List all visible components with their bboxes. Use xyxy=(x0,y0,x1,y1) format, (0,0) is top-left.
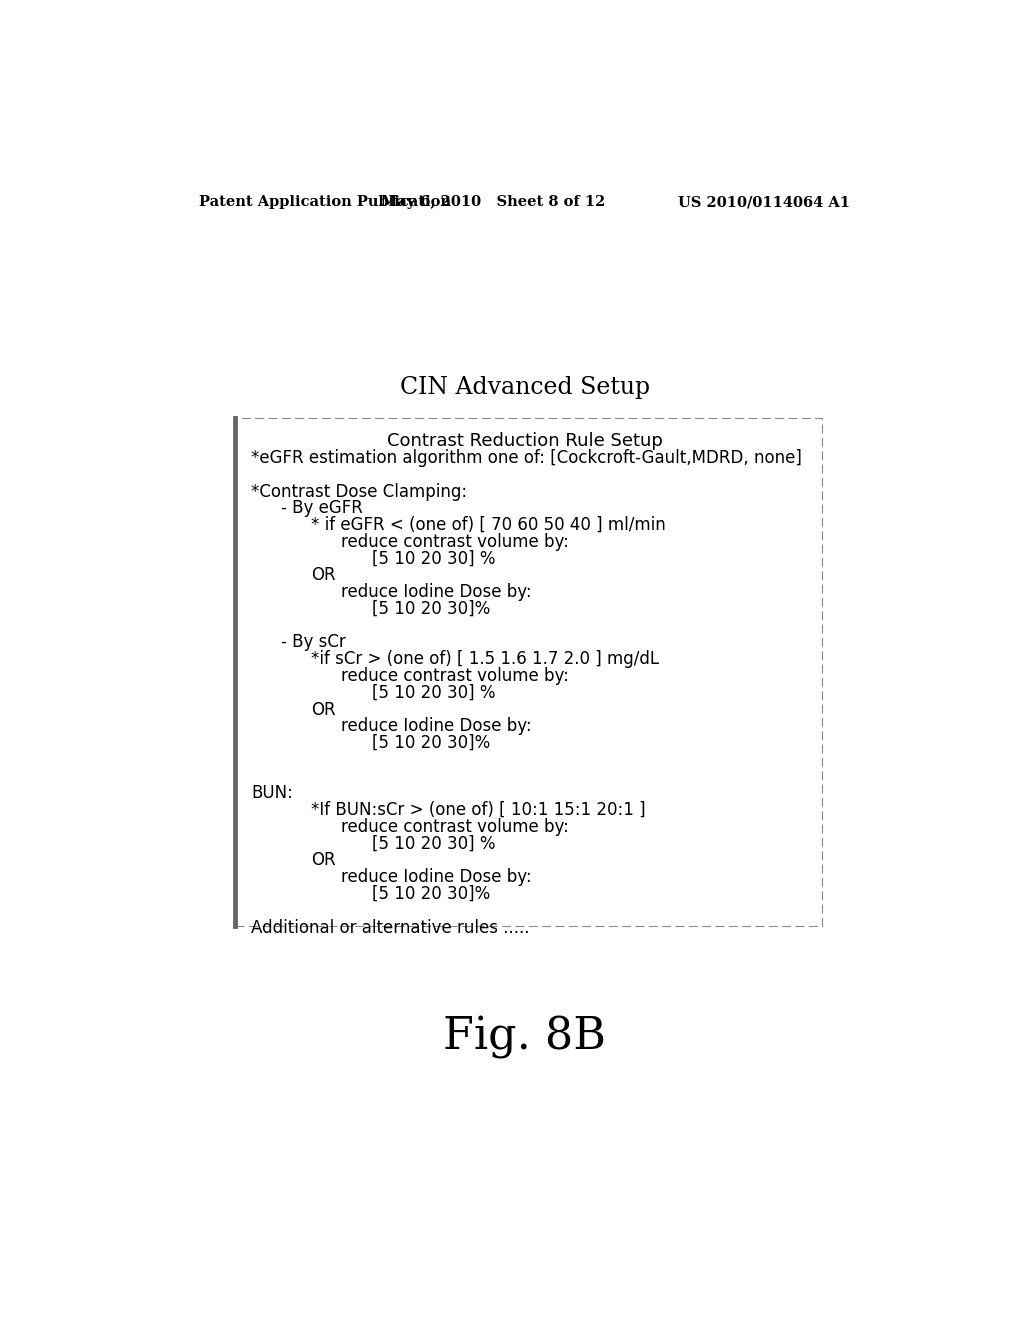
Text: May 6, 2010   Sheet 8 of 12: May 6, 2010 Sheet 8 of 12 xyxy=(381,195,605,209)
Text: OR: OR xyxy=(311,701,336,718)
Text: - By sCr: - By sCr xyxy=(282,634,346,652)
Text: Additional or alternative rules .....: Additional or alternative rules ..... xyxy=(251,919,529,937)
Bar xyxy=(236,417,822,925)
Text: [5 10 20 30] %: [5 10 20 30] % xyxy=(372,549,496,568)
Text: Patent Application Publication: Patent Application Publication xyxy=(200,195,452,209)
Text: reduce Iodine Dose by:: reduce Iodine Dose by: xyxy=(341,583,532,601)
Text: reduce Iodine Dose by:: reduce Iodine Dose by: xyxy=(341,717,532,735)
Text: [5 10 20 30] %: [5 10 20 30] % xyxy=(372,834,496,853)
Text: Fig. 8B: Fig. 8B xyxy=(443,1016,606,1059)
Text: *eGFR estimation algorithm one of: [Cockcroft-Gault,MDRD, none]: *eGFR estimation algorithm one of: [Cock… xyxy=(251,449,802,467)
Text: Contrast Reduction Rule Setup: Contrast Reduction Rule Setup xyxy=(387,432,663,450)
Text: *Contrast Dose Clamping:: *Contrast Dose Clamping: xyxy=(251,483,467,500)
Text: reduce Iodine Dose by:: reduce Iodine Dose by: xyxy=(341,869,532,886)
Text: reduce contrast volume by:: reduce contrast volume by: xyxy=(341,533,569,550)
Text: * if eGFR < (one of) [ 70 60 50 40 ] ml/min: * if eGFR < (one of) [ 70 60 50 40 ] ml/… xyxy=(311,516,666,535)
Text: CIN Advanced Setup: CIN Advanced Setup xyxy=(399,376,650,399)
Text: - By eGFR: - By eGFR xyxy=(282,499,364,517)
Text: OR: OR xyxy=(311,851,336,870)
Text: reduce contrast volume by:: reduce contrast volume by: xyxy=(341,667,569,685)
Text: reduce contrast volume by:: reduce contrast volume by: xyxy=(341,818,569,836)
Text: BUN:: BUN: xyxy=(251,784,293,803)
Text: *If BUN:sCr > (one of) [ 10:1 15:1 20:1 ]: *If BUN:sCr > (one of) [ 10:1 15:1 20:1 … xyxy=(311,801,646,820)
Text: [5 10 20 30]%: [5 10 20 30]% xyxy=(372,884,489,903)
Text: US 2010/0114064 A1: US 2010/0114064 A1 xyxy=(678,195,850,209)
Text: OR: OR xyxy=(311,566,336,585)
Text: [5 10 20 30] %: [5 10 20 30] % xyxy=(372,684,496,702)
Text: *if sCr > (one of) [ 1.5 1.6 1.7 2.0 ] mg/dL: *if sCr > (one of) [ 1.5 1.6 1.7 2.0 ] m… xyxy=(311,651,659,668)
Text: [5 10 20 30]%: [5 10 20 30]% xyxy=(372,734,489,752)
Text: [5 10 20 30]%: [5 10 20 30]% xyxy=(372,599,489,618)
